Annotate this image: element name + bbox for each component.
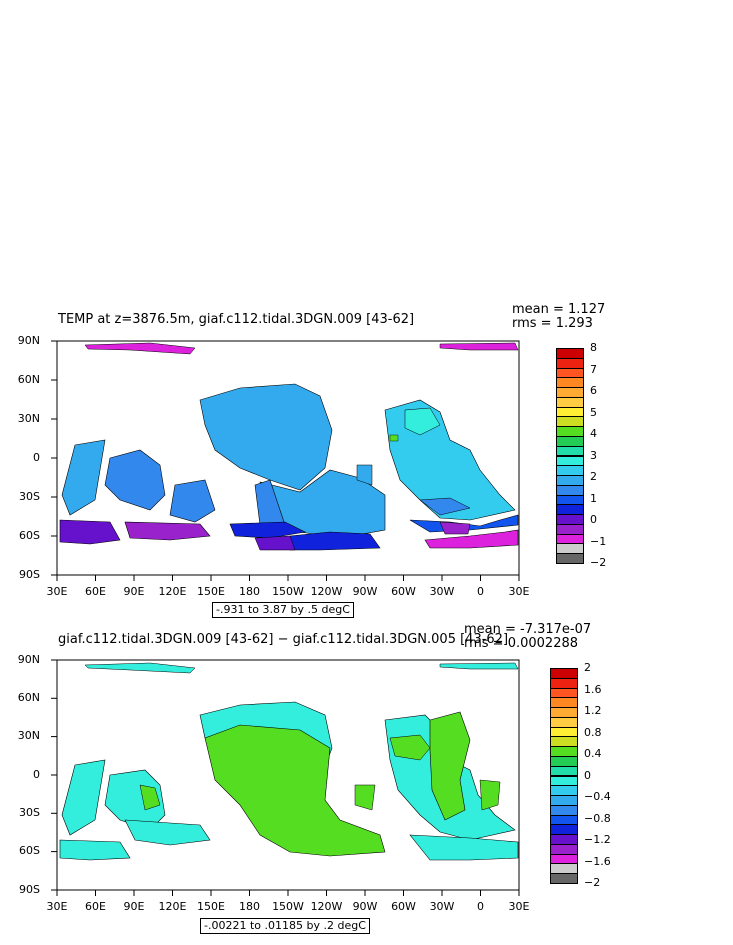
bottom-lon-label: 120E xyxy=(158,900,187,913)
top-colorbar: 8 7 6 5 4 3 2 1 0 −1 −2 xyxy=(556,341,636,569)
bottom-lon-label: 150W xyxy=(272,900,304,913)
top-lat-label: 60S xyxy=(19,529,40,542)
colorbar-label: 1.2 xyxy=(584,704,602,717)
bottom-axis-ticks xyxy=(51,659,520,896)
bottom-panel: giaf.c112.tidal.3DGN.009 [43-62] − giaf.… xyxy=(0,620,733,945)
colorbar-label: −1 xyxy=(590,534,607,548)
colorbar-label: 0.4 xyxy=(584,747,602,760)
colorbar-label: 6 xyxy=(590,384,597,397)
colorbar-label: −1.2 xyxy=(584,833,611,846)
colorbar-label: 2 xyxy=(590,470,597,483)
bottom-range-label: -.00221 to .01185 by .2 degC xyxy=(200,918,370,934)
top-ocean-field xyxy=(59,342,519,551)
colorbar-label: −0.8 xyxy=(584,811,611,825)
colorbar-label: 0 xyxy=(590,513,597,526)
bottom-lon-label: 30W xyxy=(429,900,455,913)
bottom-lon-label: 120W xyxy=(310,900,343,913)
bottom-lon-label: 60E xyxy=(85,900,106,913)
colorbar-label: 1.6 xyxy=(584,682,602,696)
colorbar-label: −0.4 xyxy=(584,790,611,803)
top-panel-title: TEMP at z=3876.5m, giaf.c112.tidal.3DGN.… xyxy=(58,312,415,327)
top-rms: rms = 1.293 xyxy=(512,316,593,331)
colorbar-swatch xyxy=(550,873,578,884)
top-lat-label: 30N xyxy=(17,412,40,425)
top-lat-label: 90S xyxy=(19,568,40,581)
bottom-lon-label: 0 xyxy=(477,900,484,913)
colorbar-label: −1.6 xyxy=(584,854,611,868)
bottom-panel-title: giaf.c112.tidal.3DGN.009 [43-62] − giaf.… xyxy=(58,632,509,647)
bottom-lat-label: 90N xyxy=(17,653,40,666)
bottom-lon-label: 150E xyxy=(197,900,225,913)
top-range-label: -.931 to 3.87 by .5 degC xyxy=(212,602,354,618)
top-map xyxy=(51,340,520,581)
top-lon-label: 90E xyxy=(123,585,145,598)
bottom-lat-label: 60N xyxy=(17,691,40,704)
top-lat-label: 0 xyxy=(33,451,40,464)
colorbar-label: 7 xyxy=(590,362,597,376)
bottom-mean: mean = -7.317e-07 xyxy=(464,622,592,637)
bottom-lat-label: 30S xyxy=(19,806,40,819)
top-lon-label: 180 xyxy=(239,585,260,598)
colorbar-label: 1 xyxy=(590,491,597,505)
top-lon-label: 150W xyxy=(272,585,304,598)
top-lon-label: 30E xyxy=(46,585,68,598)
colorbar-label: 5 xyxy=(590,405,597,419)
colorbar-label: 0.8 xyxy=(584,725,602,739)
bottom-colorbar: 2 1.6 1.2 0.8 0.4 0 −0.4 −0.8 −1.2 −1.6 −2 xyxy=(550,661,630,889)
bottom-lon-label: 30E xyxy=(46,900,68,913)
bottom-rms: rms = 0.0002288 xyxy=(464,636,579,651)
bottom-lat-label: 30N xyxy=(17,729,40,742)
bottom-lon-label: 180 xyxy=(239,900,260,913)
top-lon-label: 60E xyxy=(85,585,106,598)
colorbar-label: 2 xyxy=(584,661,591,674)
top-lat-label: 60N xyxy=(17,373,40,386)
top-lon-label: 30W xyxy=(429,585,455,598)
top-lat-label: 30S xyxy=(19,490,40,503)
bottom-lat-label: 90S xyxy=(19,883,40,896)
colorbar-swatch xyxy=(556,553,584,564)
top-axis-ticks xyxy=(51,340,520,581)
top-lon-label: 90W xyxy=(352,585,378,598)
bottom-lon-label: 60W xyxy=(391,900,416,913)
colorbar-label: 0 xyxy=(584,768,591,782)
top-lon-label: 0 xyxy=(477,585,484,598)
top-lon-label: 120E xyxy=(158,585,187,598)
bottom-lon-label: 90W xyxy=(352,900,378,913)
top-lat-label: 90N xyxy=(17,334,40,347)
colorbar-label: −2 xyxy=(584,876,601,889)
bottom-map xyxy=(51,659,520,896)
bottom-lon-label: 90E xyxy=(123,900,145,913)
colorbar-label: −2 xyxy=(590,556,607,569)
top-panel: TEMP at z=3876.5m, giaf.c112.tidal.3DGN.… xyxy=(0,300,733,620)
bottom-ocean-field xyxy=(59,662,519,861)
bottom-lon-label: 30E xyxy=(508,900,530,913)
top-lon-label: 60W xyxy=(391,585,416,598)
colorbar-label: 4 xyxy=(590,427,597,440)
bottom-lat-label: 0 xyxy=(33,768,40,781)
colorbar-label: 3 xyxy=(590,448,597,462)
top-lon-label: 150E xyxy=(197,585,225,598)
colorbar-label: 8 xyxy=(590,341,597,354)
bottom-lat-label: 60S xyxy=(19,844,40,857)
top-mean: mean = 1.127 xyxy=(512,302,606,317)
top-lon-label: 30E xyxy=(508,585,530,598)
top-lon-label: 120W xyxy=(310,585,343,598)
